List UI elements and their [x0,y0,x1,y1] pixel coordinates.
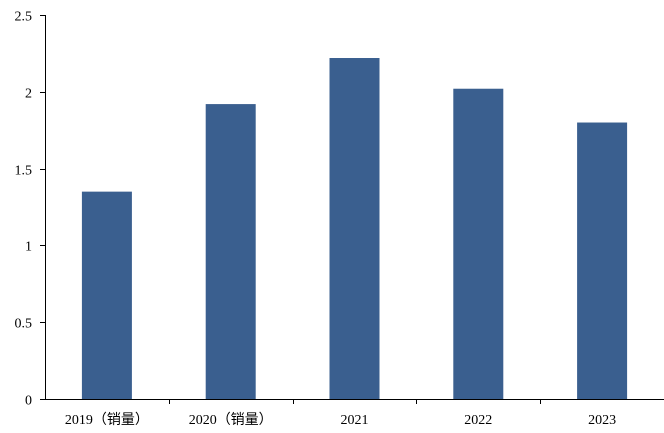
y-axis: 0 0.5 1 1.5 2 2.5 [15,10,46,409]
bar [577,122,628,400]
x-category-label: 2023 [588,413,616,428]
x-axis: 2019（销量） 2020（销量） 2021 2022 2023 [45,399,664,428]
bar [453,88,504,399]
bars [81,58,628,400]
bar [329,58,380,400]
x-category-label: 2021 [341,413,369,428]
bar [205,104,256,399]
y-tick-label: 0 [25,394,32,409]
y-tick-label: 2.5 [15,10,33,25]
x-category-label: 2022 [464,413,492,428]
y-tick-label: 1 [25,240,32,255]
x-category-label: 2020（销量） [189,412,273,428]
y-tick-label: 1.5 [15,164,33,179]
bar [81,191,132,399]
y-tick-label: 0.5 [15,317,33,332]
x-category-label: 2019（销量） [65,412,149,428]
y-tick-label: 2 [25,87,32,102]
